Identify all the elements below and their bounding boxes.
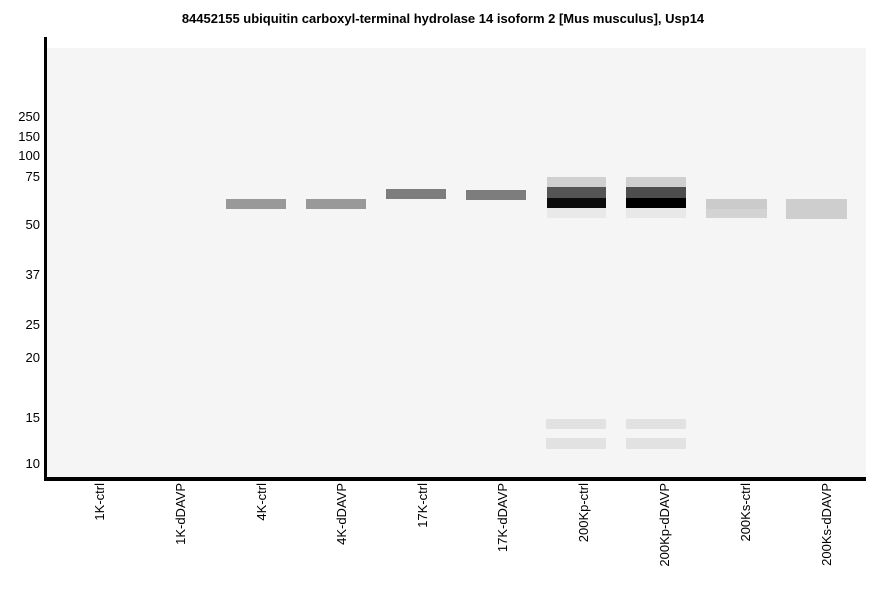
gel-band xyxy=(626,438,686,449)
y-tick-label: 100 xyxy=(18,148,40,163)
y-tick-label: 15 xyxy=(25,410,40,425)
gel-band xyxy=(386,189,446,199)
y-axis xyxy=(44,37,47,481)
x-axis xyxy=(44,477,866,481)
gel-band xyxy=(546,419,606,429)
gel-band xyxy=(706,199,767,209)
gel-band xyxy=(706,209,767,218)
lane-label: 17K-ctrl xyxy=(415,483,430,528)
y-tick-label: 150 xyxy=(18,129,40,144)
gel-band xyxy=(626,419,686,429)
gel-band xyxy=(547,177,606,187)
lane-label: 4K-dDAVP xyxy=(334,483,349,545)
gel-band xyxy=(786,199,847,219)
y-tick-label: 75 xyxy=(25,169,40,184)
gel-band xyxy=(226,199,286,209)
lane-label: 200Kp-ctrl xyxy=(576,483,591,543)
gel-band xyxy=(306,199,366,209)
lane-label: 200Kp-dDAVP xyxy=(657,483,672,567)
plot-area xyxy=(47,48,866,477)
gel-band xyxy=(626,208,686,218)
y-tick-label: 10 xyxy=(25,456,40,471)
gel-band xyxy=(626,198,686,208)
gel-band xyxy=(626,187,686,198)
y-tick-label: 250 xyxy=(18,109,40,124)
gel-band xyxy=(546,438,606,449)
gel-band xyxy=(466,190,526,200)
lane-label: 200Ks-ctrl xyxy=(738,483,753,542)
gel-band xyxy=(547,198,606,208)
lane-label: 1K-dDAVP xyxy=(173,483,188,545)
y-tick-label: 50 xyxy=(25,217,40,232)
y-tick-label: 25 xyxy=(25,317,40,332)
lane-label: 4K-ctrl xyxy=(254,483,269,521)
y-tick-label: 37 xyxy=(25,267,40,282)
lane-label: 1K-ctrl xyxy=(92,483,107,521)
gel-band xyxy=(547,208,606,218)
gel-band xyxy=(547,187,606,198)
chart-title: 84452155 ubiquitin carboxyl-terminal hyd… xyxy=(181,11,705,26)
y-tick-label: 20 xyxy=(25,350,40,365)
lane-label: 200Ks-dDAVP xyxy=(819,483,834,566)
lane-label: 17K-dDAVP xyxy=(495,483,510,553)
gel-band xyxy=(626,177,686,187)
